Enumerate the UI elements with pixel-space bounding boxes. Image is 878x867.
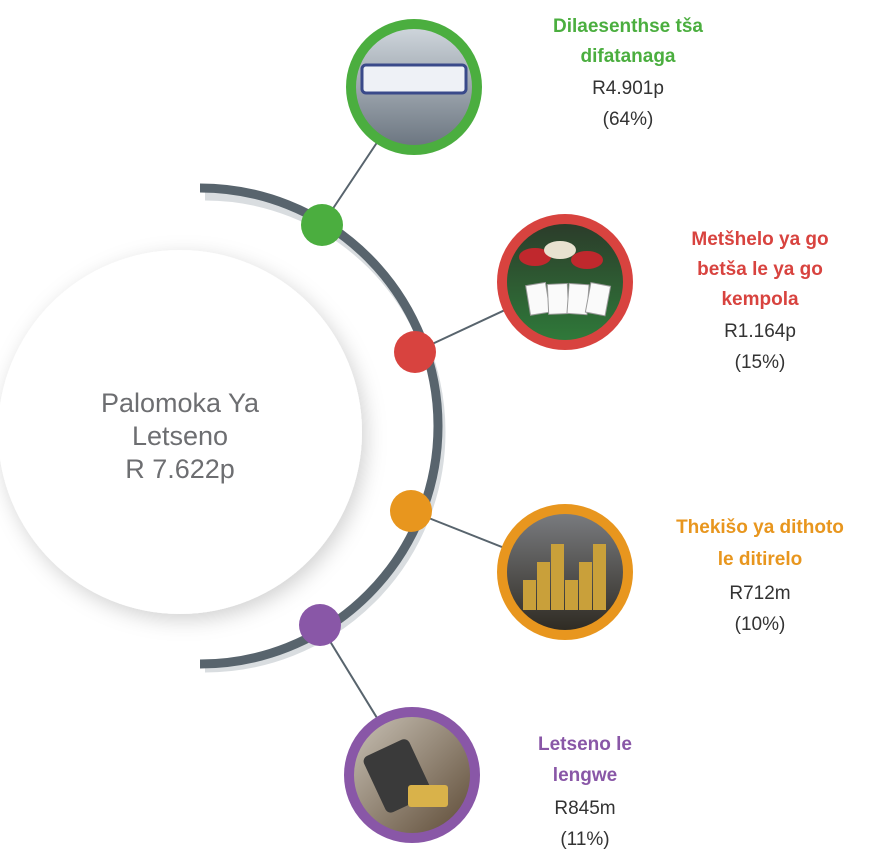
coins [551, 544, 564, 610]
item-amount: R4.901p [592, 78, 664, 99]
chip [544, 241, 576, 259]
center-text: Palomoka Ya [101, 388, 260, 418]
coins [579, 562, 592, 610]
item-title: kempola [721, 289, 799, 310]
dot [301, 204, 343, 246]
item-title: Metšhelo ya go [691, 229, 828, 250]
item-title: difatanaga [580, 46, 675, 67]
item-title: lengwe [553, 765, 617, 786]
card [408, 785, 448, 807]
item-title: Letseno le [538, 734, 632, 755]
dot [390, 490, 432, 532]
coins [523, 580, 536, 610]
center-text: Letseno [132, 421, 228, 451]
plate [362, 65, 466, 93]
card [547, 284, 568, 315]
infographic: Dilaesenthse tša difatanaga R4.901p (64%) Me… [0, 0, 878, 862]
coins [537, 562, 550, 610]
item-percent: (10%) [735, 614, 786, 635]
coins [565, 580, 578, 610]
item-title: Dilaesenthse tša [553, 16, 703, 37]
chip [571, 251, 603, 269]
item-percent: (64%) [603, 109, 654, 130]
item-title: le ditirelo [718, 549, 802, 570]
item-percent: (15%) [735, 352, 786, 373]
item-amount: R712m [729, 583, 790, 604]
card [526, 282, 551, 315]
dot [394, 331, 436, 373]
item-title: betša le ya go [697, 259, 823, 280]
item-percent: (11%) [560, 829, 609, 850]
item-title: Thekišo ya dithoto [676, 517, 844, 538]
item-amount: R1.164p [724, 321, 796, 342]
coins [593, 544, 606, 610]
item-amount: R845m [554, 798, 615, 819]
items: Dilaesenthse tša difatanaga R4.901p (64%) Me… [299, 16, 844, 850]
dot [299, 604, 341, 646]
center-text: R 7.622p [125, 454, 235, 484]
